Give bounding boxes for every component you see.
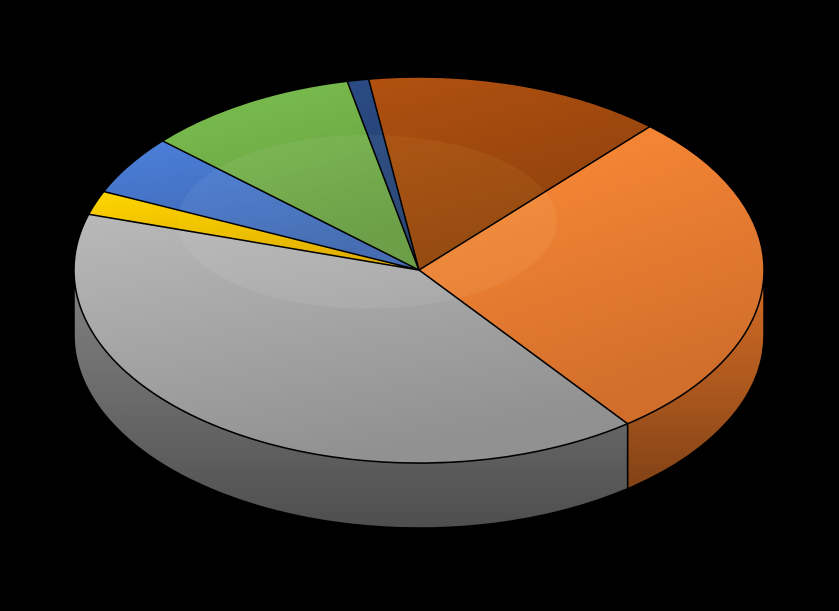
pie-chart-3d bbox=[0, 0, 839, 611]
pie-highlight bbox=[178, 135, 558, 309]
